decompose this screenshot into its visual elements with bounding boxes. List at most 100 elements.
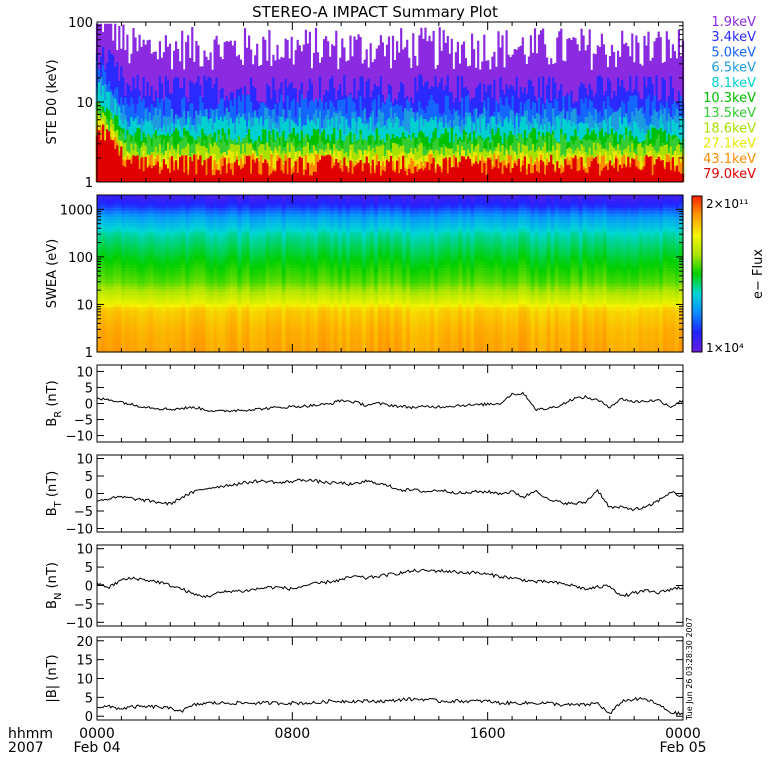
heatmap-cell: [241, 291, 247, 296]
heatmap-cell: [181, 267, 186, 272]
heatmap-cell: [121, 309, 126, 314]
heatmap-cell: [450, 201, 455, 205]
heatmap-cell: [185, 216, 190, 220]
heatmap-cell: [369, 279, 375, 284]
heatmap-cell: [390, 252, 395, 256]
heatmap-cell: [233, 258, 239, 263]
heatmap-cell: [438, 222, 443, 226]
heatmap-cell: [205, 225, 210, 229]
heatmap-cell: [277, 348, 283, 353]
heatmap-cell: [337, 258, 343, 263]
heatmap-cell: [149, 339, 154, 344]
heatmap-cell: [157, 231, 162, 235]
heatmap-cell: [209, 204, 214, 208]
heatmap-cell: [229, 225, 235, 229]
heatmap-cell: [369, 285, 375, 290]
heatmap-cell: [105, 279, 110, 284]
heatmap-cell: [317, 243, 323, 247]
heatmap-cell: [153, 231, 158, 235]
heatmap-cell: [402, 231, 407, 235]
heatmap-cell: [377, 291, 383, 296]
heatmap-cell: [257, 195, 263, 199]
heatmap-cell: [129, 282, 134, 287]
heatmap-cell: [305, 324, 311, 329]
heatmap-cell: [209, 207, 214, 211]
heatmap-cell: [454, 345, 459, 350]
heatmap-cell: [221, 312, 227, 317]
heatmap-cell: [410, 303, 415, 308]
heatmap-cell: [97, 216, 102, 220]
heatmap-cell: [253, 195, 259, 199]
heatmap-cell: [217, 249, 223, 253]
heatmap-cell: [418, 213, 423, 217]
heatmap-cell: [446, 222, 451, 226]
heatmap-cell: [169, 198, 174, 202]
heatmap-cell: [149, 288, 154, 293]
heatmap-cell: [177, 291, 182, 296]
heatmap-cell: [333, 279, 339, 284]
heatmap-cell: [117, 225, 122, 229]
heatmap-cell: [361, 270, 367, 275]
heatmap-cell: [390, 255, 395, 259]
heatmap-cell: [361, 303, 367, 308]
heatmap-cell: [193, 222, 198, 226]
heatmap-cell: [105, 246, 110, 250]
heatmap-cell: [394, 297, 399, 302]
heatmap-cell: [153, 324, 158, 329]
heatmap-cell: [237, 282, 243, 287]
heatmap-cell: [313, 222, 319, 226]
heatmap-cell: [177, 330, 182, 335]
heatmap-cell: [261, 291, 267, 296]
heatmap-cell: [406, 216, 411, 220]
heatmap-cell: [273, 243, 279, 247]
heatmap-cell: [265, 225, 271, 229]
heatmap-cell: [241, 249, 247, 253]
heatmap-cell: [117, 279, 122, 284]
heatmap-cell: [410, 339, 415, 344]
heatmap-cell: [329, 261, 335, 266]
heatmap-cell: [233, 195, 239, 199]
heatmap-cell: [345, 288, 351, 293]
heatmap-cell: [125, 342, 130, 347]
heatmap-cell: [398, 258, 403, 263]
heatmap-cell: [466, 222, 471, 226]
heatmap-cell: [245, 282, 251, 287]
heatmap-cell: [189, 249, 194, 253]
heatmap-cell: [233, 339, 239, 344]
heatmap-cell: [185, 255, 190, 259]
heatmap-cell: [281, 258, 287, 263]
heatmap-cell: [446, 279, 451, 284]
heatmap-cell: [233, 303, 239, 308]
heatmap-cell: [470, 285, 475, 290]
heatmap-cell: [373, 246, 379, 250]
heatmap-cell: [101, 270, 106, 275]
heatmap-cell: [201, 216, 206, 220]
heatmap-cell: [121, 294, 126, 299]
heatmap-cell: [137, 291, 142, 296]
heatmap-cell: [105, 288, 110, 293]
heatmap-cell: [313, 201, 319, 205]
heatmap-cell: [462, 261, 467, 266]
heatmap-cell: [125, 201, 130, 205]
heatmap-cell: [462, 297, 467, 302]
heatmap-cell: [157, 252, 162, 256]
heatmap-cell: [149, 222, 154, 226]
heatmap-cell: [177, 219, 182, 223]
heatmap-cell: [462, 243, 467, 247]
heatmap-cell: [161, 312, 166, 317]
heatmap-cell: [402, 210, 407, 214]
heatmap-cell: [373, 228, 379, 232]
heatmap-cell: [438, 225, 443, 229]
heatmap-cell: [253, 213, 259, 217]
heatmap-cell: [353, 327, 359, 332]
heatmap-cell: [406, 339, 411, 344]
heatmap-cell: [313, 330, 319, 335]
heatmap-cell: [177, 270, 182, 275]
heatmap-cell: [422, 282, 427, 287]
heatmap-cell: [353, 279, 359, 284]
heatmap-cell: [213, 333, 219, 338]
heatmap-cell: [410, 273, 415, 278]
heatmap-cell: [121, 198, 126, 202]
heatmap-cell: [309, 225, 315, 229]
heatmap-cell: [289, 270, 295, 275]
